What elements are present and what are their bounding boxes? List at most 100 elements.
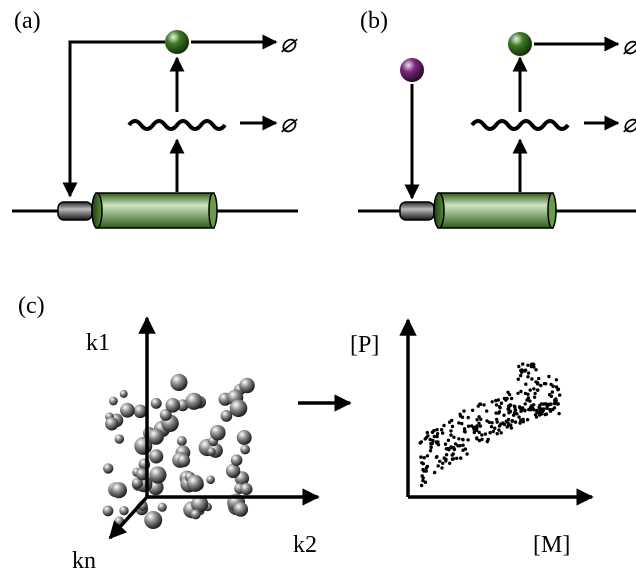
sphere	[170, 374, 187, 391]
sphere	[151, 398, 162, 409]
scatter-dot	[520, 371, 523, 374]
sphere	[109, 397, 118, 406]
scatter-dot	[452, 457, 455, 460]
sphere	[115, 434, 125, 444]
axis-label: kn	[72, 548, 96, 573]
scatter-dot	[420, 484, 423, 487]
scatter-dot	[488, 431, 491, 434]
sphere	[177, 454, 190, 467]
scatter-dot	[452, 452, 455, 455]
scatter-dot	[429, 446, 432, 449]
scatter-dot	[496, 432, 499, 435]
scatter-dot	[555, 399, 558, 402]
scatter-dot	[544, 402, 547, 405]
scatter-dot	[436, 432, 439, 435]
scatter-dot	[422, 469, 425, 472]
scatter-dot	[461, 438, 464, 441]
scatter-dot	[537, 377, 540, 380]
scatter-dot	[449, 433, 452, 436]
sphere	[144, 511, 162, 529]
scatter-dot	[549, 410, 552, 413]
scatter-dot	[512, 414, 515, 417]
scatter-dot	[424, 437, 427, 440]
null-symbol: ⌀	[622, 109, 636, 138]
scatter-dot	[426, 454, 429, 457]
scatter-dot	[491, 400, 494, 403]
scatter-dot	[526, 375, 529, 378]
scatter-dot	[526, 418, 529, 421]
scatter-dot	[535, 409, 538, 412]
scatter-dot	[452, 436, 455, 439]
sphere	[230, 400, 248, 418]
scatter-dot	[528, 399, 531, 402]
scatter-dot	[467, 425, 470, 428]
scatter-dot	[557, 412, 560, 415]
scatter-dot	[442, 424, 445, 427]
scatter-dot	[510, 426, 513, 429]
scatter-dot	[419, 455, 422, 458]
scatter-dot	[502, 414, 505, 417]
scatter-dot	[553, 406, 556, 409]
scatter-dot	[533, 392, 536, 395]
scatter-dot	[532, 363, 535, 366]
scatter-dot	[526, 393, 529, 396]
scatter-dot	[547, 403, 550, 406]
scatter-dot	[497, 428, 500, 431]
scatter-dot	[454, 442, 457, 445]
scatter-dot	[495, 403, 498, 406]
scatter-dot	[507, 406, 510, 409]
scatter-dot	[523, 409, 526, 412]
scatter-dot	[429, 449, 432, 452]
scatter-dot	[536, 382, 539, 385]
scatter-dot	[551, 390, 554, 393]
scatter-dot	[431, 442, 434, 445]
scatter-dot	[534, 368, 537, 371]
scatter-dot	[438, 460, 441, 463]
sphere	[119, 506, 128, 515]
scatter-dot	[503, 423, 506, 426]
scatter-dot	[529, 388, 532, 391]
scatter-dot	[460, 422, 463, 425]
scatter-dot	[519, 374, 522, 377]
scatter-dot	[519, 390, 522, 393]
scatter-dot	[549, 383, 552, 386]
scatter-dot	[445, 453, 448, 456]
scatter-dot	[534, 413, 537, 416]
scatter-dot	[500, 431, 503, 434]
scatter-dot	[505, 397, 508, 400]
scatter-dot	[490, 421, 493, 424]
scatter-dot	[525, 398, 528, 401]
scatter-dot	[521, 362, 524, 365]
scatter-dot	[539, 384, 542, 387]
sphere	[207, 448, 215, 456]
scatter-dot	[485, 409, 488, 412]
output-scatter	[419, 362, 562, 487]
sphere	[103, 463, 113, 473]
scatter-dot	[470, 424, 473, 427]
scatter-dot	[433, 435, 436, 438]
scatter-dot	[461, 449, 464, 452]
null-symbol: ⌀	[280, 109, 298, 138]
scatter-dot	[538, 404, 541, 407]
sphere	[120, 390, 128, 398]
scatter-dot	[448, 462, 451, 465]
scatter-dot	[425, 466, 428, 469]
scatter-dot	[547, 375, 550, 378]
sphere	[103, 506, 114, 517]
scatter-dot	[475, 427, 478, 430]
scatter-dot	[457, 437, 460, 440]
scatter-dot	[519, 419, 522, 422]
scatter-dot	[496, 420, 499, 423]
scatter-dot	[482, 403, 485, 406]
sphere	[231, 454, 243, 466]
sphere	[185, 393, 202, 410]
parameter-cloud	[103, 374, 255, 529]
scatter-dot	[448, 421, 451, 424]
scatter-dot	[455, 457, 458, 460]
sphere	[158, 503, 167, 512]
scatter-dot	[526, 364, 529, 367]
sphere	[191, 509, 201, 519]
figure: (a) ⌀ ⌀ (b) ⌀ ⌀ (c) k1 k2 kn [P] [M]	[0, 0, 636, 573]
scatter-dot	[505, 420, 508, 423]
scatter-dot	[530, 377, 533, 380]
